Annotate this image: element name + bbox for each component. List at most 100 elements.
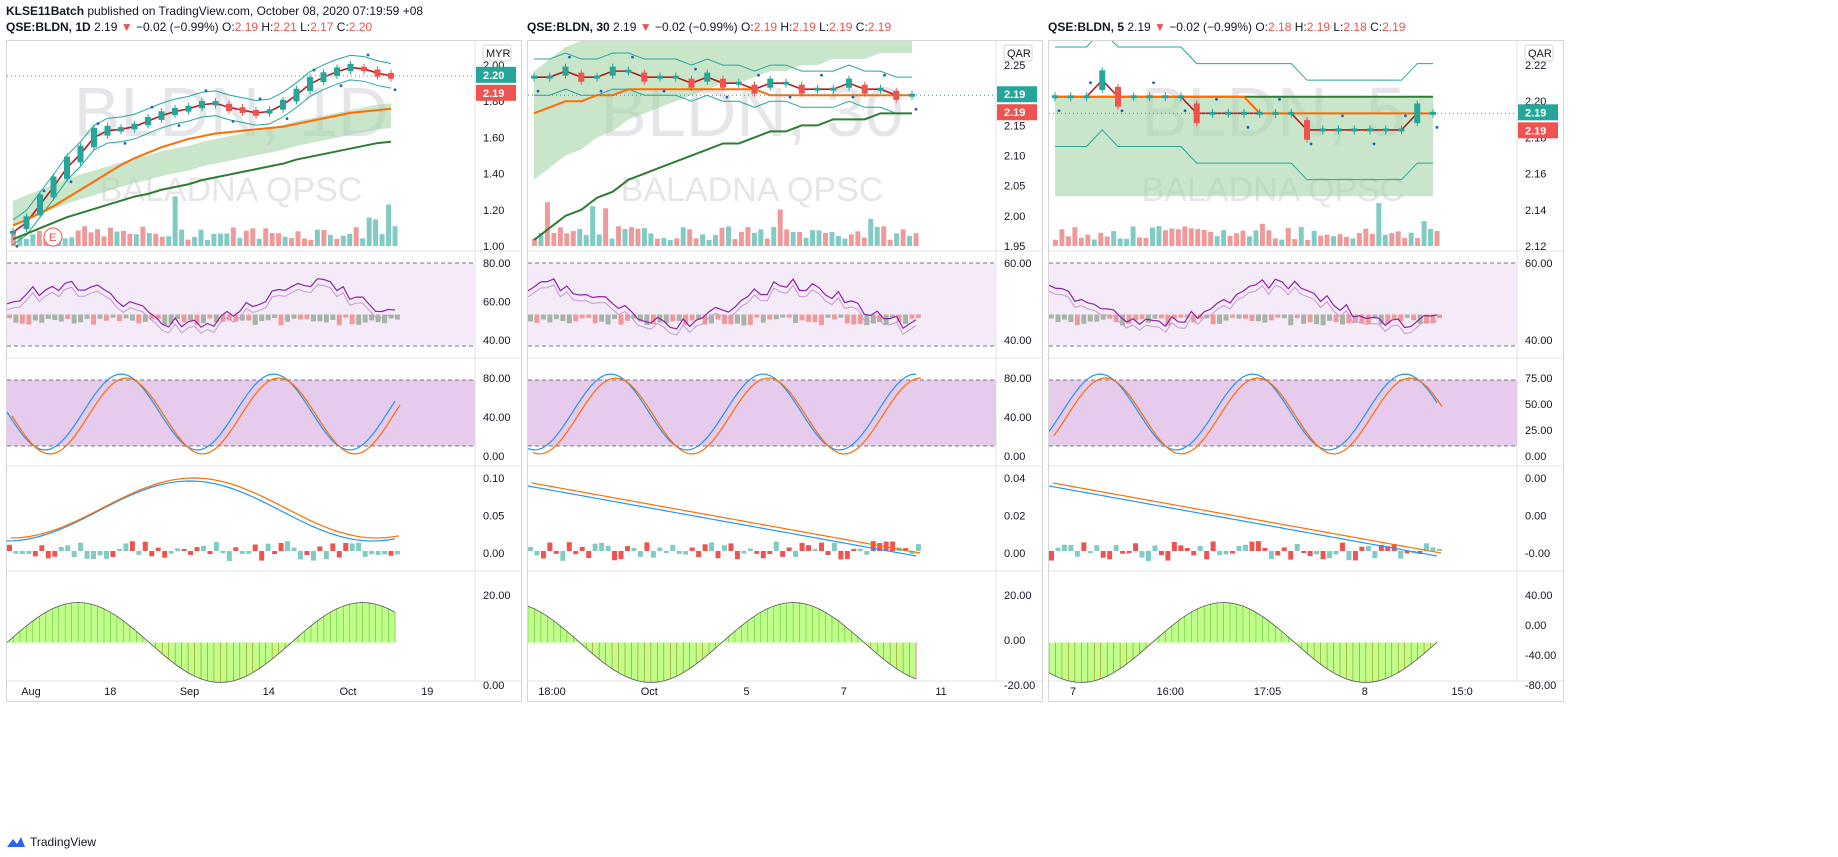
macd-hist-bar	[1301, 551, 1307, 554]
candle-body	[172, 107, 178, 116]
volume-bar	[706, 239, 712, 246]
sar-dot	[725, 95, 729, 99]
macd-hist-bar	[395, 551, 400, 555]
macd-hist-bar	[1113, 545, 1119, 551]
sar-dot	[1435, 125, 1439, 129]
macd-line	[1049, 485, 1438, 557]
tradingview-footer[interactable]: TradingView	[6, 835, 96, 849]
macd-hist-bar	[1061, 544, 1067, 551]
rsi-hist-bar	[1307, 314, 1313, 323]
chart-panel-1[interactable]: BLDN, 1D BALADNA QPSC 2.00 1.80 1.60 1.40 1.20…	[6, 40, 522, 702]
volume-bar	[648, 233, 654, 246]
macd-hist-bar	[194, 547, 200, 551]
rsi-axis-label: 80.00	[483, 258, 511, 270]
volume-bar	[842, 238, 848, 246]
volume-bar	[1389, 233, 1395, 246]
high-value: 2.19	[1306, 20, 1331, 34]
stoch-axis-label: 80.00	[483, 373, 511, 385]
macd-hist-bar	[702, 544, 708, 551]
last-price: 2.19	[1127, 20, 1151, 34]
rsi-hist-bar	[663, 314, 669, 324]
price-axis-label: 2.25	[1004, 60, 1025, 72]
rsi-hist-bar	[670, 314, 676, 322]
candle-body	[64, 156, 70, 179]
chart-canvas[interactable]: BLDN, 5BALADNA QPSC2.222.202.182.162.142…	[1049, 41, 1563, 701]
volume-bar	[713, 235, 719, 246]
rsi-hist-bar	[220, 314, 226, 322]
volume-bar	[302, 238, 307, 246]
volume-bar	[1382, 234, 1388, 246]
sar-dot	[312, 68, 316, 72]
rsi-hist-bar	[683, 314, 689, 325]
macd-hist-bar	[890, 541, 896, 551]
volume-bar	[803, 238, 809, 246]
volume-bar	[95, 229, 101, 246]
macd-hist-bar	[605, 545, 611, 551]
publisher-name[interactable]: KLSE11Batch	[6, 4, 85, 18]
volume-bar	[570, 231, 576, 246]
volume-bar	[1227, 235, 1233, 246]
rsi-hist-bar	[1340, 314, 1345, 325]
symbol-label: QSE:BLDN, 30	[527, 20, 610, 34]
macd-hist-bar	[540, 551, 546, 559]
macd-hist-bar	[877, 543, 883, 551]
sar-dot	[1246, 125, 1250, 129]
rsi-hist-bar	[97, 314, 103, 319]
volume-bar	[1065, 236, 1071, 246]
rsi-hist-bar	[162, 314, 168, 326]
volume-bar	[635, 228, 641, 246]
volume-bar	[269, 233, 275, 246]
rsi-hist-bar	[728, 314, 734, 325]
rsi-hist-bar	[149, 314, 155, 320]
currency-badge[interactable]	[482, 44, 512, 62]
rsi-hist-bar	[689, 314, 695, 321]
rsi-hist-bar	[534, 314, 540, 323]
volume-bar	[1214, 236, 1220, 246]
volume-bar	[179, 229, 185, 246]
volume-bar	[590, 206, 596, 246]
rsi-hist-bar	[1217, 314, 1223, 324]
volume-bar	[17, 236, 23, 246]
macd-hist-bar	[1152, 545, 1158, 551]
volume-bar	[745, 227, 751, 246]
macd-hist-bar	[1178, 545, 1184, 551]
stoch-d-line	[1053, 377, 1443, 455]
macd-hist-bar	[851, 548, 857, 551]
volume-bar	[751, 232, 757, 246]
chart-panel-3[interactable]: BLDN, 5BALADNA QPSC2.222.202.182.162.142…	[1048, 40, 1564, 702]
volume-bar	[790, 231, 796, 246]
rsi-hist-bar	[1068, 314, 1074, 323]
volume-bar	[1402, 237, 1408, 246]
earnings-event-icon[interactable]	[43, 227, 63, 247]
sar-dot	[150, 105, 154, 109]
currency-badge[interactable]	[1524, 44, 1554, 62]
volume-bar	[1221, 230, 1227, 246]
symbol-label: QSE:BLDN, 5	[1048, 20, 1125, 34]
macd-hist-bar	[625, 546, 630, 551]
candle-body	[1351, 128, 1358, 132]
macd-hist-bar	[129, 541, 135, 551]
currency-badge[interactable]	[1003, 44, 1033, 62]
macd-hist-bar	[304, 551, 310, 555]
macd-hist-bar	[1327, 551, 1333, 559]
open-value: 2.19	[753, 20, 778, 34]
earnings-event-label: E	[49, 232, 56, 244]
candle-body	[226, 103, 232, 111]
last-price-tag-up	[997, 86, 1037, 103]
macd-hist-bar	[864, 551, 870, 555]
volume-bar	[1169, 228, 1175, 246]
volume-bar	[1350, 238, 1356, 246]
stoch-axis-label: 0.00	[483, 451, 504, 463]
rsi-hist-bar	[715, 314, 721, 320]
sar-dot	[1215, 97, 1218, 101]
macd-hist-bar	[207, 551, 213, 555]
rsi-hist-bar	[375, 314, 381, 323]
rsi-hist-bar	[388, 314, 394, 319]
macd-hist-bar	[1314, 551, 1320, 555]
macd-hist-bar	[831, 542, 837, 551]
volume-bar	[810, 230, 816, 246]
candle-body	[1209, 111, 1216, 115]
